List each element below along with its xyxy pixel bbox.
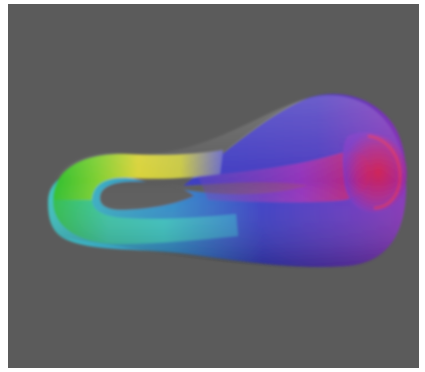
- render-viewport: [8, 4, 419, 368]
- klein-bottle-render: [8, 4, 419, 368]
- surface-shading: [48, 95, 407, 268]
